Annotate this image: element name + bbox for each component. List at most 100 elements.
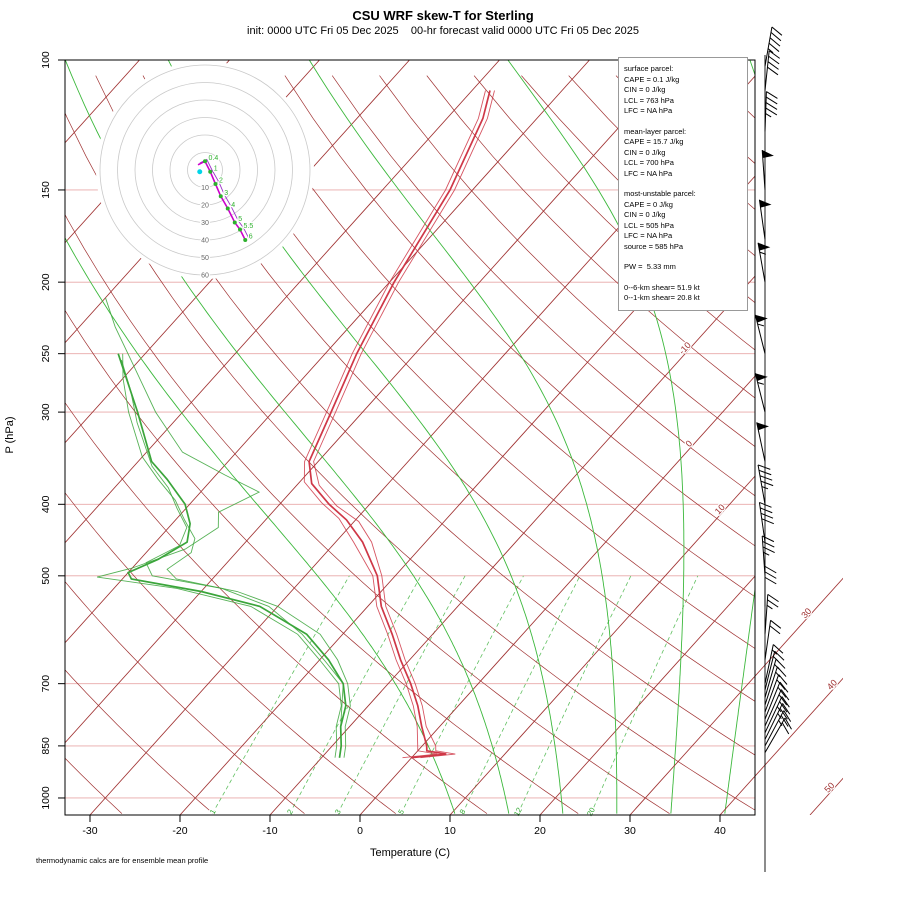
hodograph-ring (117, 82, 293, 258)
svg-text:20: 20 (201, 203, 209, 210)
svg-text:3: 3 (333, 808, 343, 816)
y-axis-label: P (hPa) (4, 416, 16, 454)
hodograph-height-dot (203, 159, 207, 164)
svg-text:5: 5 (396, 808, 406, 816)
parcel-section: surface parcel: CAPE = 0.1 J/kg CIN = 0 J/… (624, 64, 742, 117)
info-line: 0--1-km shear= 20.8 kt (624, 293, 700, 302)
svg-text:-20: -20 (172, 825, 187, 837)
wind-barb (764, 717, 792, 753)
svg-text:3: 3 (224, 190, 228, 197)
hodograph-height-dot (225, 206, 230, 211)
wind-barb (764, 650, 785, 691)
info-line: LCL = 505 hPa (624, 220, 674, 230)
svg-text:60: 60 (201, 273, 209, 280)
wind-barb (764, 689, 790, 727)
dewpoint-ensemble-members (96, 297, 351, 758)
svg-text:30: 30 (799, 606, 813, 620)
svg-text:850: 850 (40, 737, 52, 755)
hodograph-height-dot (213, 182, 218, 186)
wind-barb (764, 681, 789, 720)
svg-text:500: 500 (40, 567, 52, 585)
wind-barb (754, 373, 768, 413)
info-line: LFC = NA hPa (624, 106, 673, 115)
hodograph-ring (152, 117, 258, 223)
background-grid (65, 60, 755, 815)
temperature-ensemble-members (303, 90, 495, 759)
svg-text:12: 12 (512, 806, 524, 818)
svg-text:0.4: 0.4 (209, 155, 219, 162)
parcel-info-box: surface parcel: CAPE = 0.1 J/kg CIN = 0 J/… (618, 57, 748, 311)
svg-text:200: 200 (40, 273, 52, 291)
info-line: LFC = NA hPa (624, 231, 673, 240)
svg-text:300: 300 (40, 403, 52, 421)
svg-text:-30: -30 (82, 825, 97, 837)
svg-text:0: 0 (684, 438, 695, 448)
svg-text:5.5: 5.5 (244, 223, 254, 230)
page-subtitle: init: 0000 UTC Fri 05 Dec 2025 00-hr for… (247, 25, 639, 37)
wind-barb (764, 710, 792, 747)
svg-text:30: 30 (624, 825, 636, 837)
svg-text:50: 50 (822, 780, 836, 794)
hodograph-member-trace (199, 158, 250, 239)
wind-barb (764, 674, 788, 713)
wind-barb (758, 501, 774, 543)
mixing-ratio-labels: 1 2 3 5 8 12 20 (207, 805, 599, 819)
info-line: CAPE = 15.7 J/kg (624, 137, 684, 146)
svg-text:40: 40 (201, 238, 209, 245)
parcel-section: most-unstable parcel: CAPE = 0 J/kg CIN = … (624, 189, 742, 252)
hodograph-ring (134, 99, 276, 241)
info-line: 0--6-km shear= 51.9 kt (624, 282, 700, 292)
storm-motion-dot (197, 169, 203, 175)
svg-text:6: 6 (249, 234, 253, 241)
wind-barb (764, 50, 780, 91)
svg-text:8: 8 (458, 808, 468, 816)
wind-barb (756, 422, 769, 462)
info-line: PW = 5.33 mm (624, 262, 676, 271)
hodograph-height-dot (218, 194, 223, 199)
hodograph-height-dot (232, 220, 237, 225)
info-line: LCL = 700 hPa (624, 158, 674, 167)
wind-barb (761, 535, 775, 576)
svg-text:1: 1 (208, 808, 218, 816)
parcel-section: mean-layer parcel: CAPE = 15.7 J/kg CIN = … (624, 127, 742, 180)
hodograph-ring (99, 64, 311, 276)
svg-text:100: 100 (40, 51, 52, 69)
info-line: CAPE = 0 J/kg (624, 199, 673, 209)
wind-barb (764, 593, 779, 635)
hodograph-height-dot (243, 238, 248, 242)
info-line: LFC = NA hPa (624, 168, 673, 178)
wind-barb (764, 91, 778, 132)
hodograph-ring (169, 134, 241, 206)
hodograph-height-dot (208, 169, 213, 174)
x-axis-label: Temperature (C) (369, 847, 451, 859)
svg-text:10: 10 (444, 825, 456, 837)
info-line: CIN = 0 J/kg (624, 210, 666, 219)
wind-barb (764, 565, 777, 607)
hodograph-height-dot (238, 227, 242, 232)
svg-text:20: 20 (585, 806, 597, 818)
temperature-profile-line (308, 90, 491, 759)
svg-text:1000: 1000 (40, 786, 52, 810)
info-line: source = 585 hPa (624, 241, 684, 251)
moist-adiabat-lines (65, 60, 755, 814)
svg-text:400: 400 (40, 495, 52, 513)
svg-text:700: 700 (40, 675, 52, 693)
svg-text:30: 30 (201, 220, 209, 227)
dewpoint-profile-line (117, 353, 347, 758)
svg-text:2: 2 (219, 178, 223, 185)
isobar-lines (65, 60, 755, 799)
svg-text:2: 2 (285, 808, 295, 816)
wind-barb (757, 242, 771, 283)
svg-text:40: 40 (714, 825, 726, 837)
svg-text:40: 40 (825, 678, 839, 692)
wind-barb (764, 696, 790, 734)
wind-barb (761, 150, 774, 190)
wind-barb (757, 464, 774, 505)
svg-text:10: 10 (201, 185, 209, 192)
footer-note: thermodynamic calcs are for ensemble mea… (36, 856, 209, 865)
svg-text:20: 20 (534, 825, 546, 837)
